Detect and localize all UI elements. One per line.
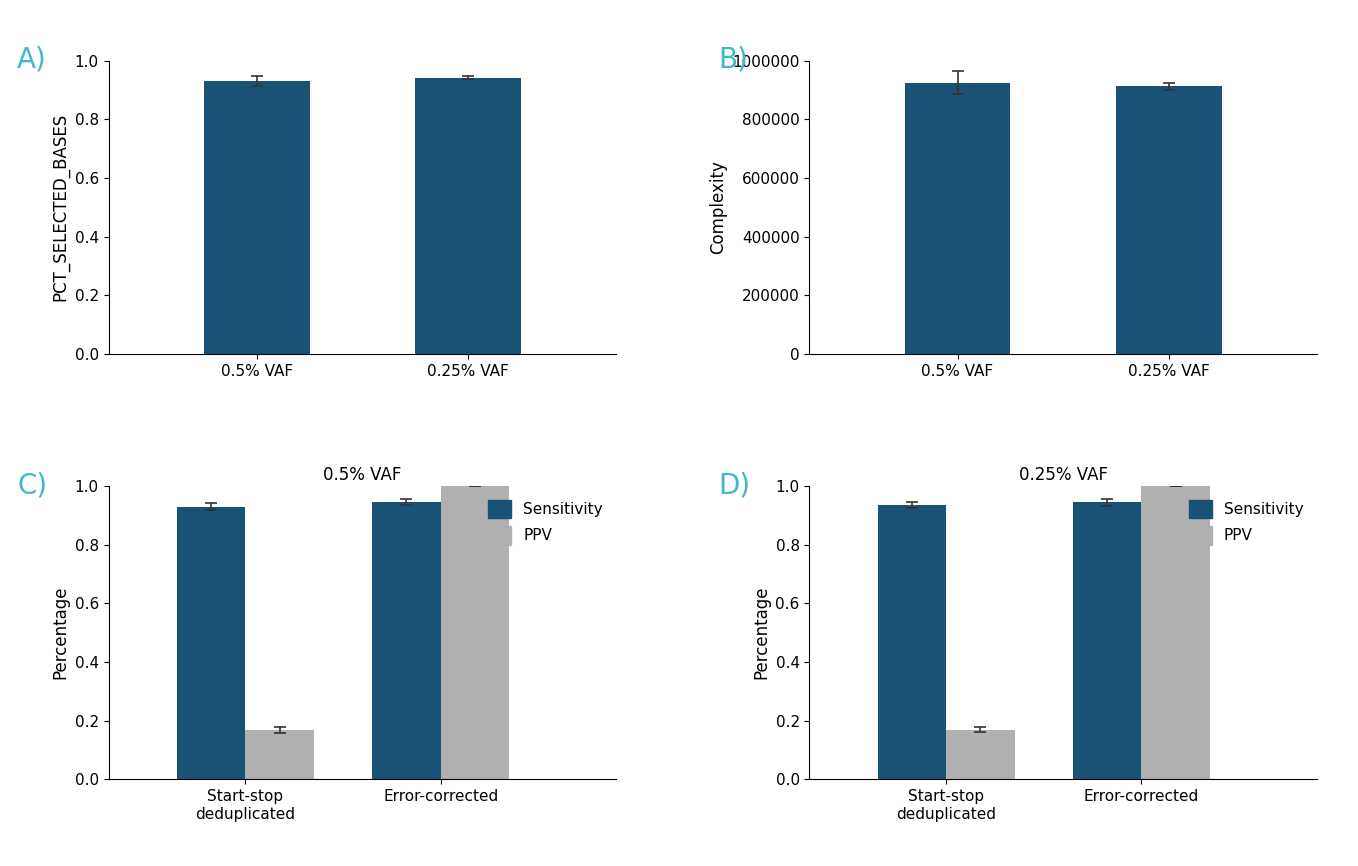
Title: 0.25% VAF: 0.25% VAF (1018, 467, 1108, 484)
Text: C): C) (18, 471, 48, 500)
Bar (416, 78, 521, 354)
Bar (1142, 486, 1210, 779)
Text: B): B) (718, 46, 748, 74)
Bar (1073, 502, 1142, 779)
Bar (246, 730, 314, 779)
Y-axis label: Complexity: Complexity (709, 160, 727, 255)
Bar (372, 502, 441, 779)
Bar (877, 505, 947, 779)
Y-axis label: Percentage: Percentage (52, 586, 69, 680)
Bar (904, 82, 1010, 354)
Bar (204, 81, 310, 354)
Bar (947, 729, 1014, 779)
Text: A): A) (18, 46, 48, 74)
Legend: Sensitivity, PPV: Sensitivity, PPV (482, 494, 608, 551)
Legend: Sensitivity, PPV: Sensitivity, PPV (1183, 494, 1309, 551)
Y-axis label: Percentage: Percentage (752, 586, 770, 680)
Text: D): D) (718, 471, 750, 500)
Y-axis label: PCT_SELECTED_BASES: PCT_SELECTED_BASES (52, 113, 69, 301)
Title: 0.5% VAF: 0.5% VAF (323, 467, 402, 484)
Bar (177, 507, 246, 779)
Bar (1116, 87, 1222, 354)
Bar (441, 486, 509, 779)
